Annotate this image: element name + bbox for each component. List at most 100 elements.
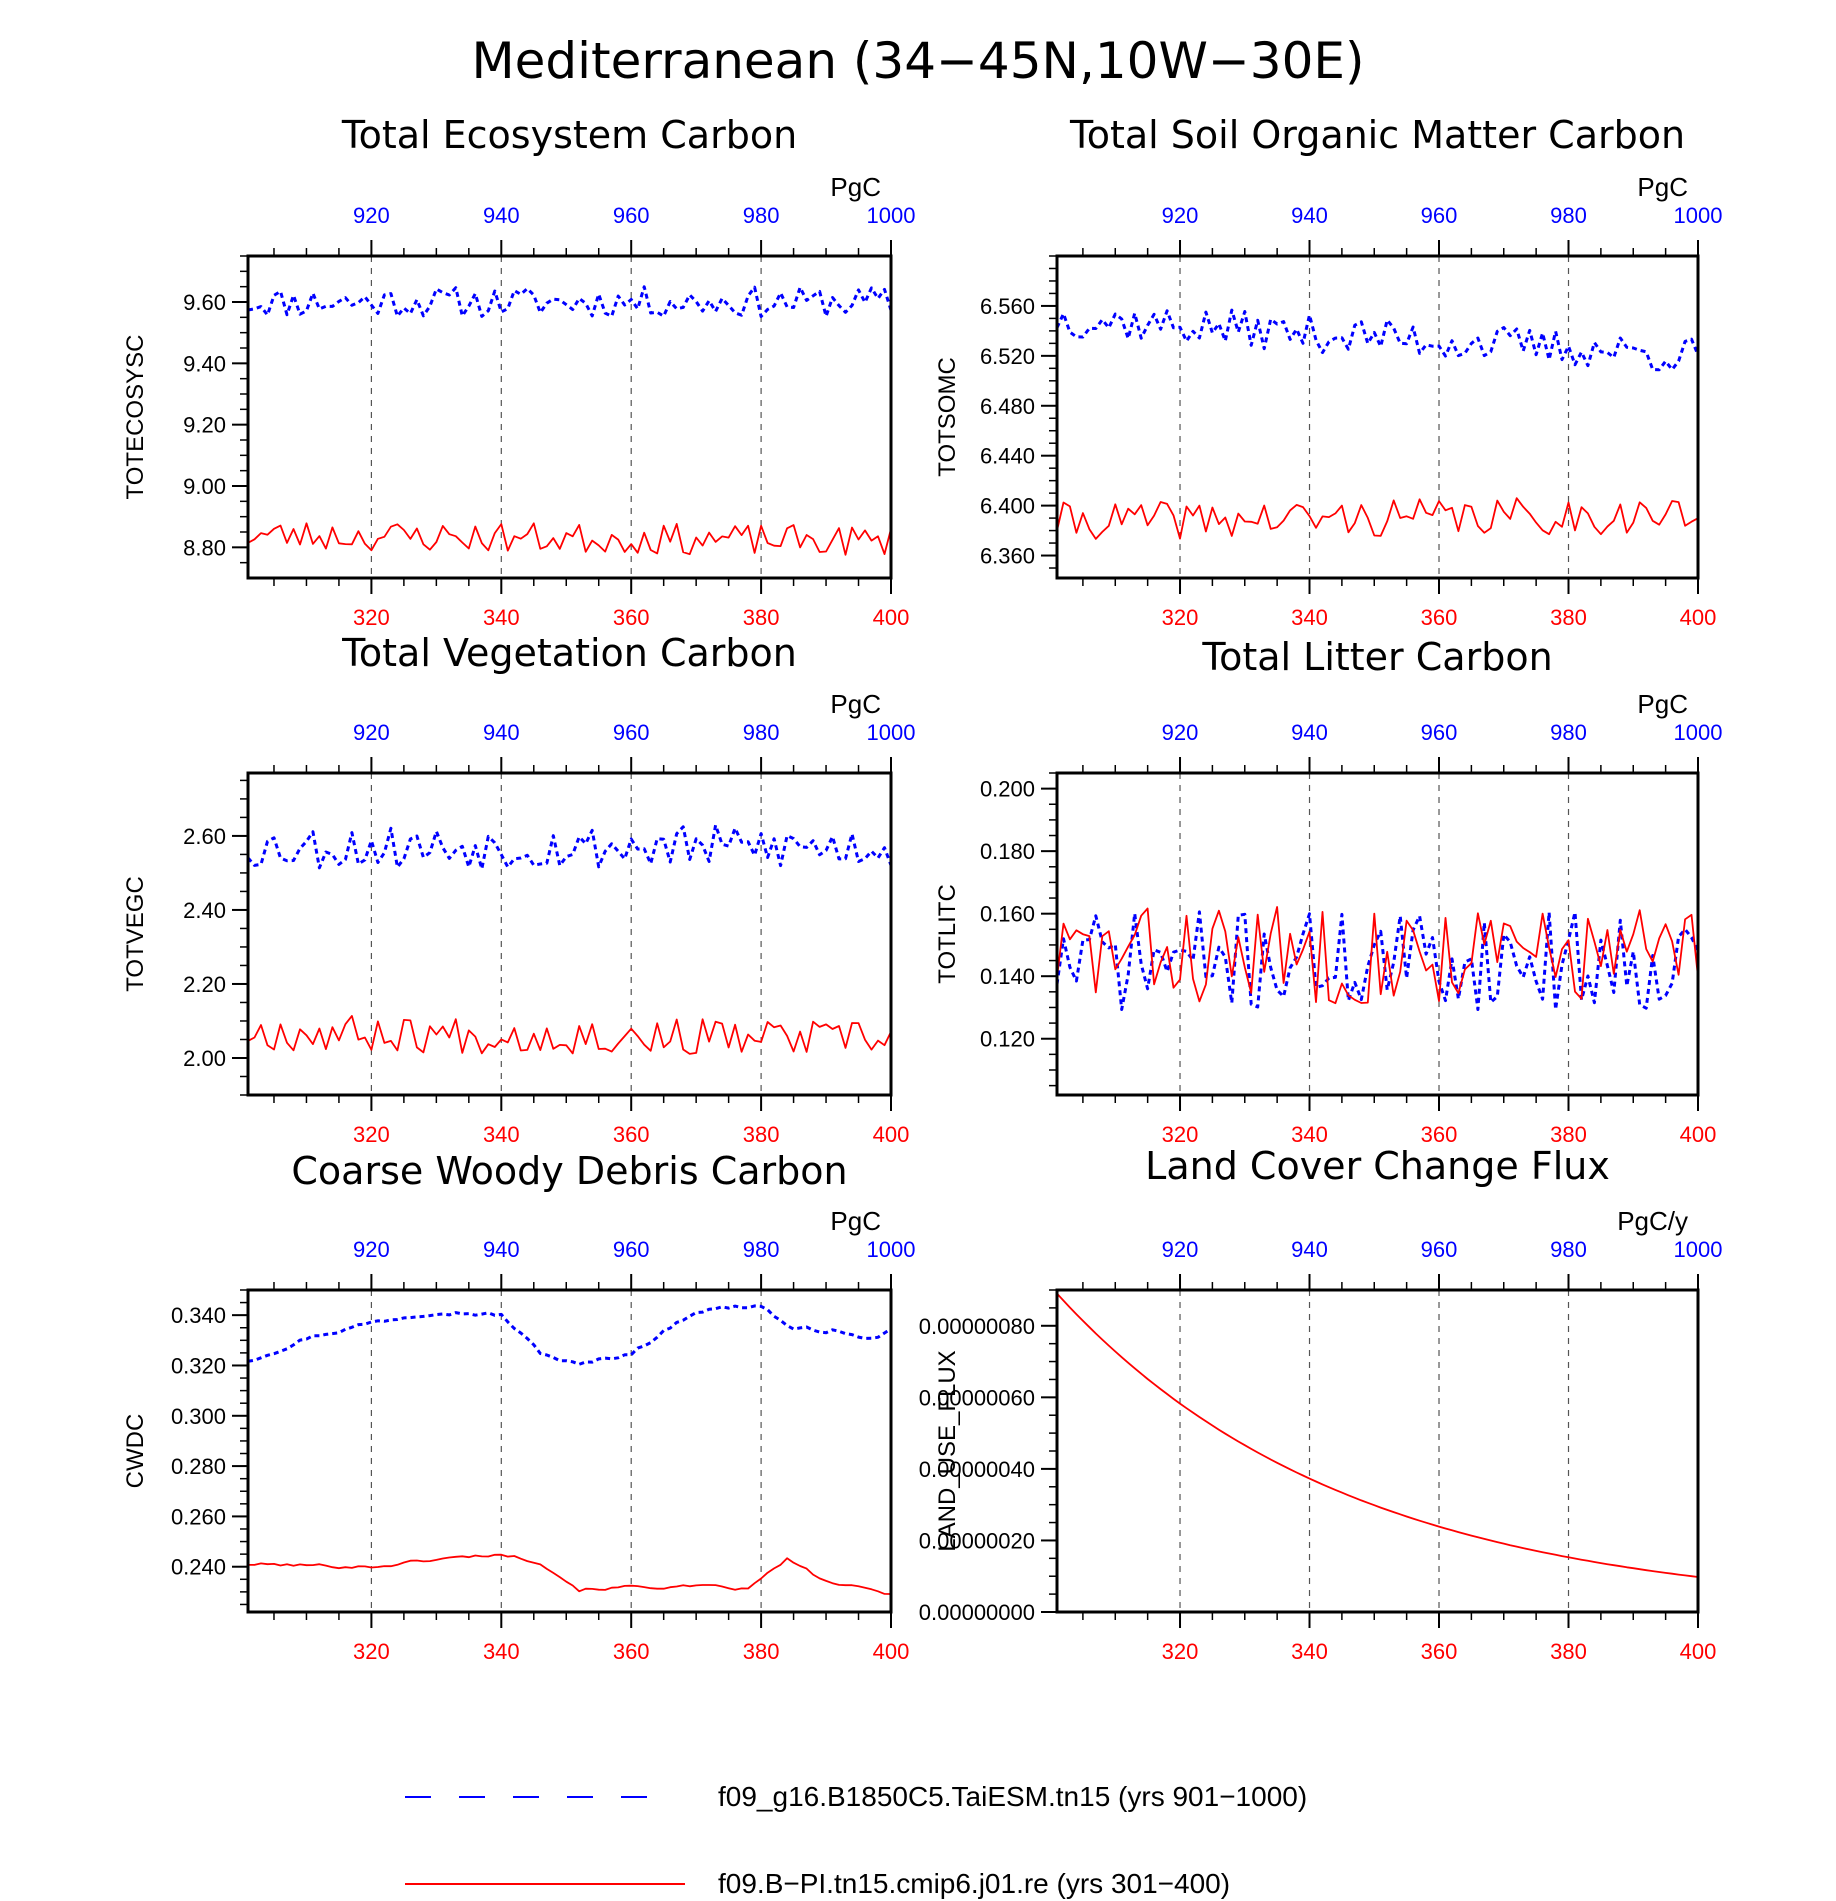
y-tick-label: 9.20 — [183, 413, 226, 438]
series-red-solid — [248, 522, 891, 556]
x-tick-label-top: 940 — [483, 1237, 520, 1262]
unit-label: PgC/y — [1617, 1206, 1688, 1236]
y-tick-label: 0.00000080 — [919, 1314, 1035, 1339]
x-tick-label-top: 980 — [1550, 720, 1587, 745]
x-tick-label-top: 940 — [483, 203, 520, 228]
x-tick-label-bottom: 380 — [743, 1122, 780, 1147]
y-axis-label: CWDC — [122, 1414, 149, 1489]
unit-label: PgC — [1637, 172, 1688, 202]
series-blue-dashed — [1057, 308, 1698, 372]
panel-title: Total Ecosystem Carbon — [341, 113, 797, 157]
y-tick-label: 6.360 — [980, 544, 1035, 569]
y-axis-label: TOTECOSYSC — [122, 335, 149, 500]
panel-title: Coarse Woody Debris Carbon — [291, 1149, 847, 1193]
y-tick-label: 2.60 — [183, 824, 226, 849]
x-tick-label-top: 980 — [743, 1237, 780, 1262]
y-tick-label: 0.160 — [980, 902, 1035, 927]
x-tick-label-top: 940 — [1291, 203, 1328, 228]
legend-label-red: f09.B−PI.tn15.cmip6.j01.re (yrs 301−400) — [718, 1868, 1230, 1899]
figure-title: Mediterranean (34−45N,10W−30E) — [471, 32, 1364, 90]
y-tick-label: 0.320 — [171, 1353, 226, 1378]
unit-label: PgC — [830, 172, 881, 202]
x-tick-label-top: 920 — [1162, 720, 1199, 745]
panel-1: Total Ecosystem Carbon PgC TOTECOSYSC 320 92… — [122, 113, 915, 630]
series-group — [1057, 1292, 1698, 1578]
plot-frame — [1055, 1288, 1700, 1614]
legend: f09_g16.B1850C5.TaiESM.tn15 (yrs 901−100… — [405, 1781, 1307, 1899]
series-group — [248, 285, 891, 556]
panel-title: Total Vegetation Carbon — [341, 631, 797, 675]
series-red-solid — [1057, 497, 1698, 540]
x-tick-label-top: 920 — [353, 203, 390, 228]
y-tick-label: 9.40 — [183, 351, 226, 376]
x-tick-label-top: 940 — [1291, 720, 1328, 745]
x-tick-label-bottom: 320 — [353, 1639, 390, 1664]
x-tick-label-bottom: 380 — [743, 1639, 780, 1664]
x-tick-label-top: 920 — [353, 1237, 390, 1262]
x-tick-label-top: 1000 — [867, 720, 916, 745]
y-tick-label: 9.00 — [183, 474, 226, 499]
y-tick-label: 0.00000040 — [919, 1457, 1035, 1482]
y-tick-label: 0.260 — [171, 1504, 226, 1529]
panels: Total Ecosystem Carbon PgC TOTECOSYSC 320 92… — [122, 113, 1722, 1664]
x-tick-label-top: 960 — [613, 720, 650, 745]
y-axis-label: TOTVEGC — [122, 876, 149, 992]
series-red-solid — [1057, 906, 1698, 1005]
y-tick-label: 0.00000020 — [919, 1528, 1035, 1553]
plot-frame — [246, 1288, 893, 1614]
series-group — [1057, 308, 1698, 540]
x-tick-label-bottom: 360 — [1421, 1639, 1458, 1664]
y-tick-label: 0.120 — [980, 1027, 1035, 1052]
y-tick-label: 2.00 — [183, 1046, 226, 1071]
panel-5: Coarse Woody Debris Carbon PgC CWDC 320 920 3… — [122, 1149, 915, 1664]
x-tick-label-bottom: 340 — [483, 1639, 520, 1664]
y-tick-label: 6.400 — [980, 494, 1035, 519]
x-tick-label-bottom: 340 — [483, 1122, 520, 1147]
y-tick-label: 0.280 — [171, 1454, 226, 1479]
x-tick-label-bottom: 380 — [1550, 1639, 1587, 1664]
y-tick-label: 2.20 — [183, 972, 226, 997]
x-tick-label-bottom: 380 — [1550, 1122, 1587, 1147]
x-tick-label-top: 1000 — [1674, 1237, 1723, 1262]
y-tick-label: 2.40 — [183, 898, 226, 923]
y-tick-label: 8.80 — [183, 535, 226, 560]
x-tick-label-bottom: 320 — [353, 1122, 390, 1147]
x-tick-label-bottom: 340 — [1291, 605, 1328, 630]
x-tick-label-bottom: 360 — [613, 1122, 650, 1147]
x-tick-label-bottom: 400 — [1680, 605, 1717, 630]
series-blue-dashed — [248, 1304, 891, 1366]
y-tick-label: 0.00000000 — [919, 1600, 1035, 1625]
panel-3: Total Vegetation Carbon PgC TOTVEGC 320 920 3… — [122, 631, 915, 1147]
x-tick-label-top: 1000 — [867, 203, 916, 228]
x-tick-label-bottom: 320 — [1162, 1122, 1199, 1147]
x-tick-label-top: 980 — [743, 203, 780, 228]
panel-4: Total Litter Carbon PgC TOTLITC 320 920 340 94… — [934, 635, 1722, 1147]
x-tick-label-top: 920 — [353, 720, 390, 745]
series-blue-dashed — [248, 823, 891, 871]
y-tick-label: 9.60 — [183, 290, 226, 315]
x-tick-label-top: 960 — [1421, 203, 1458, 228]
x-tick-label-top: 960 — [613, 203, 650, 228]
x-tick-label-bottom: 340 — [1291, 1122, 1328, 1147]
y-axis-label: TOTSOMC — [934, 357, 961, 477]
y-axis-label: TOTLITC — [934, 884, 961, 984]
y-tick-label: 0.300 — [171, 1404, 226, 1429]
y-tick-label: 6.440 — [980, 444, 1035, 469]
plot-frame — [1055, 771, 1700, 1097]
series-group — [248, 823, 891, 1055]
series-blue-dashed — [248, 285, 891, 318]
series-red-solid — [1057, 1292, 1698, 1578]
panel-title: Land Cover Change Flux — [1145, 1144, 1610, 1188]
x-tick-label-bottom: 380 — [1550, 605, 1587, 630]
y-tick-label: 6.480 — [980, 394, 1035, 419]
plot-frame — [246, 771, 893, 1097]
x-tick-label-bottom: 340 — [1291, 1639, 1328, 1664]
panel-title: Total Litter Carbon — [1201, 635, 1552, 679]
x-tick-label-bottom: 400 — [873, 1639, 910, 1664]
panel-title: Total Soil Organic Matter Carbon — [1069, 113, 1685, 157]
x-tick-label-top: 980 — [743, 720, 780, 745]
y-tick-label: 0.180 — [980, 839, 1035, 864]
x-tick-label-bottom: 400 — [1680, 1639, 1717, 1664]
